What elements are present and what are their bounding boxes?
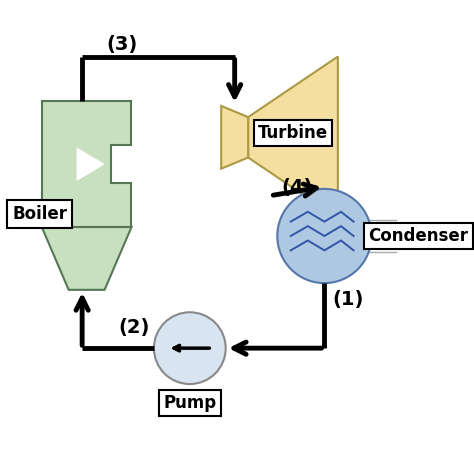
Text: Condenser: Condenser: [369, 227, 469, 245]
Polygon shape: [42, 101, 131, 227]
Polygon shape: [77, 149, 103, 180]
Polygon shape: [42, 227, 131, 290]
Polygon shape: [221, 106, 248, 169]
Polygon shape: [248, 57, 338, 218]
Text: (3): (3): [107, 35, 138, 54]
Text: Turbine: Turbine: [258, 124, 328, 142]
Text: Boiler: Boiler: [12, 204, 67, 223]
Text: (2): (2): [118, 318, 149, 337]
Text: (4): (4): [282, 178, 313, 197]
Text: Pump: Pump: [163, 394, 216, 412]
Text: (1): (1): [332, 290, 364, 309]
Circle shape: [154, 312, 226, 384]
Circle shape: [277, 189, 372, 283]
